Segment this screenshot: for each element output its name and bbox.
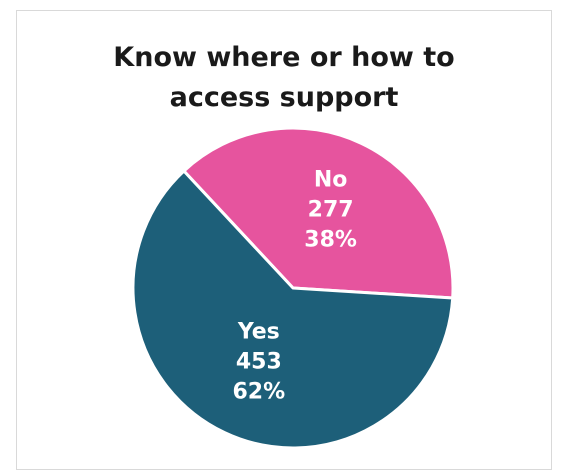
chart-title: Know where or how to access support — [16, 38, 552, 118]
pie-label-no-value: 277 — [308, 197, 354, 222]
pie-slice-yes — [131, 169, 455, 450]
pie-label-yes-name: Yes — [237, 319, 280, 344]
pie-labels: No 277 38% Yes 453 62% — [232, 167, 356, 404]
chart-title-line-1: Know where or how to — [113, 42, 455, 73]
pie-slices — [131, 126, 455, 450]
pie-label-yes-percent: 62% — [232, 379, 285, 404]
chart-title-line-2: access support — [169, 82, 399, 113]
pie-label-no-name: No — [314, 167, 348, 192]
pie-label-yes-value: 453 — [236, 349, 282, 374]
pie-chart: No 277 38% Yes 453 62% — [131, 126, 455, 450]
pie-label-no-percent: 38% — [304, 227, 357, 252]
pie-slice-no — [182, 126, 455, 300]
